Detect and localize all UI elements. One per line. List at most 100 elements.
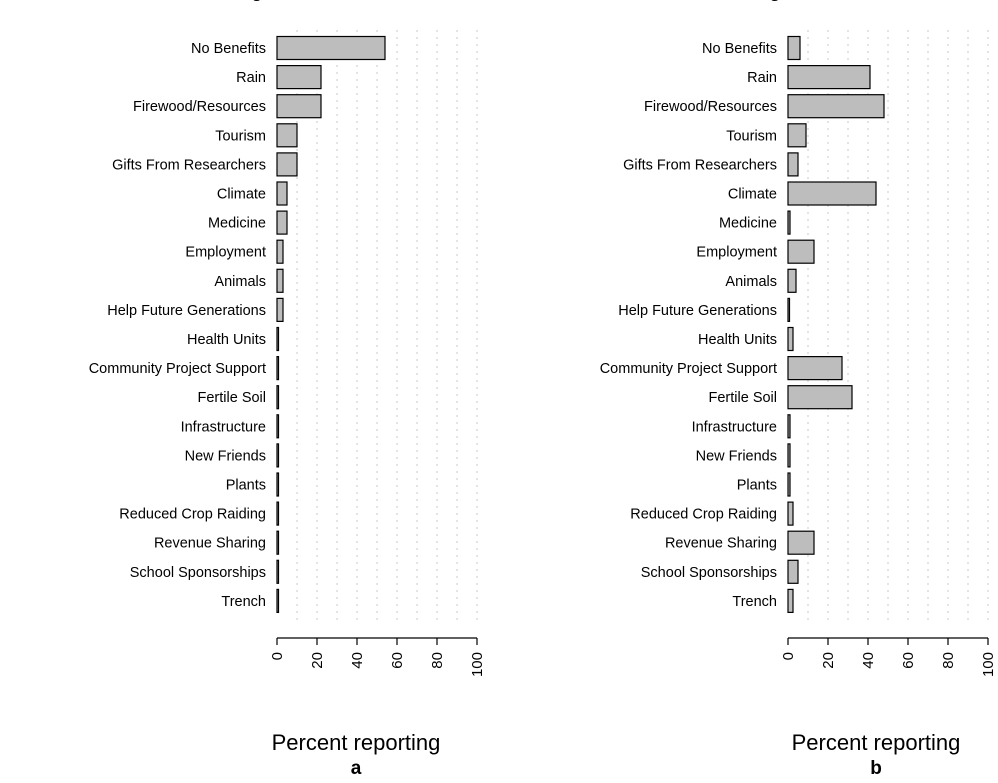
panel-b: Percent reporting b No Benefits Rain Firew…: [600, 30, 997, 779]
category-label: Medicine: [719, 216, 777, 232]
x-tick-label: 80: [429, 652, 446, 669]
category-label: Employment: [185, 245, 266, 261]
bar: [276, 210, 288, 235]
x-tick-label: 20: [820, 652, 837, 669]
x-axis-title: Percent reporting: [792, 730, 961, 755]
x-axis-title: Percent reporting: [272, 730, 441, 755]
category-label: Tourism: [726, 128, 777, 144]
category-label: Climate: [217, 187, 266, 203]
category-label: Plants: [737, 478, 777, 494]
category-label: No Benefits: [702, 41, 777, 57]
category-label: Trench: [221, 594, 266, 610]
x-tick-label: 0: [269, 652, 286, 660]
category-label: Fertile Soil: [709, 390, 778, 406]
bar: [787, 239, 815, 264]
bar: [276, 181, 288, 206]
category-label: New Friends: [185, 448, 266, 464]
category-label: Health Units: [187, 332, 266, 348]
category-label: Fertile Soil: [198, 390, 267, 406]
category-label: Community Project Support: [600, 361, 777, 377]
bar: [276, 559, 280, 584]
bar: [276, 501, 280, 526]
category-label: Reduced Crop Raiding: [119, 507, 266, 523]
bar: [276, 588, 280, 614]
category-label: Gifts From Researchers: [112, 157, 266, 173]
category-label: Community Project Support: [89, 361, 266, 377]
x-tick-label: 80: [940, 652, 957, 669]
category-label: Plants: [226, 478, 266, 494]
bar: [787, 152, 799, 177]
category-label: Firewood/Resources: [133, 99, 266, 115]
bar: [276, 530, 280, 555]
bar: [276, 385, 280, 410]
panel-a-header-fragment: g: [252, 0, 263, 1]
bar: [787, 326, 794, 352]
bar: [787, 297, 791, 322]
bar: [276, 297, 284, 322]
category-label: Animals: [214, 274, 266, 290]
panel-letter: a: [351, 758, 362, 778]
bar: [276, 123, 298, 148]
bar: [787, 443, 791, 468]
bar: [276, 35, 386, 61]
bar: [276, 64, 322, 90]
bar: [787, 94, 885, 119]
category-label: Help Future Generations: [618, 303, 777, 319]
x-tick-label: 100: [469, 652, 486, 677]
bar: [276, 152, 298, 177]
bar: [276, 326, 280, 352]
x-tick-label: 60: [900, 652, 917, 669]
bar: [276, 94, 322, 119]
x-tick-label: 40: [860, 652, 877, 669]
category-label: New Friends: [696, 448, 777, 464]
x-tick-label: 20: [309, 652, 326, 669]
bar: [787, 588, 794, 614]
bar: [276, 239, 284, 264]
category-label: Animals: [725, 274, 777, 290]
bar: [787, 414, 791, 439]
category-label: Help Future Generations: [107, 303, 266, 319]
category-label: Medicine: [208, 216, 266, 232]
category-label: Employment: [696, 245, 777, 261]
bar: [787, 472, 791, 497]
category-label: Rain: [236, 70, 266, 86]
bar: [276, 268, 284, 293]
x-tick-label: 0: [780, 652, 797, 660]
bar: [787, 35, 801, 61]
bar: [787, 210, 791, 235]
category-label: Trench: [732, 594, 777, 610]
category-label: Revenue Sharing: [665, 536, 777, 552]
bar: [787, 385, 853, 410]
panel-b-header-fragment: g: [770, 0, 781, 1]
category-label: Climate: [728, 187, 777, 203]
bar: [787, 501, 794, 526]
x-tick-label: 100: [980, 652, 997, 677]
panel-letter: b: [870, 758, 882, 778]
bar: [787, 123, 807, 148]
x-tick-label: 40: [349, 652, 366, 669]
bar: [787, 181, 877, 206]
bar: [276, 443, 280, 468]
category-label: School Sponsorships: [130, 565, 266, 581]
category-label: School Sponsorships: [641, 565, 777, 581]
category-label: Health Units: [698, 332, 777, 348]
bar: [787, 559, 799, 584]
category-label: Reduced Crop Raiding: [630, 507, 777, 523]
category-label: Infrastructure: [692, 419, 777, 435]
bar: [787, 268, 797, 293]
category-label: Tourism: [215, 128, 266, 144]
category-label: No Benefits: [191, 41, 266, 57]
bar: [276, 472, 280, 497]
bar: [787, 530, 815, 555]
category-label: Gifts From Researchers: [623, 157, 777, 173]
bar: [787, 356, 843, 381]
x-tick-label: 60: [389, 652, 406, 669]
bar: [276, 356, 280, 381]
bar: [787, 64, 871, 90]
category-label: Firewood/Resources: [644, 99, 777, 115]
category-label: Infrastructure: [181, 419, 266, 435]
bar: [276, 414, 280, 439]
panel-a: Percent reporting a No Benefits Rain Firew…: [89, 30, 486, 779]
category-label: Revenue Sharing: [154, 536, 266, 552]
